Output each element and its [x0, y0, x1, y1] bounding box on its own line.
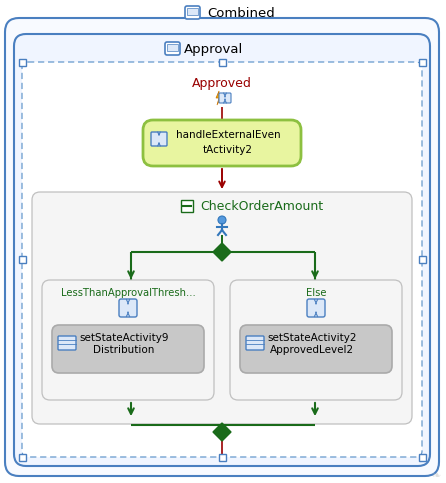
Text: Distribution: Distribution	[93, 345, 155, 355]
Bar	[18, 58, 25, 66]
Bar	[219, 454, 226, 460]
Bar	[187, 8, 198, 15]
FancyBboxPatch shape	[165, 42, 180, 55]
Bar	[418, 256, 425, 262]
Text: ❧: ❧	[431, 471, 441, 481]
Text: Else: Else	[306, 288, 326, 298]
FancyBboxPatch shape	[32, 192, 412, 424]
FancyBboxPatch shape	[58, 336, 76, 350]
FancyBboxPatch shape	[240, 325, 392, 373]
Bar	[18, 454, 25, 460]
Bar	[181, 200, 193, 212]
Text: ApprovedLevel2: ApprovedLevel2	[270, 345, 354, 355]
Text: handleExternalEven: handleExternalEven	[176, 130, 281, 140]
FancyBboxPatch shape	[52, 325, 204, 373]
Text: CheckOrderAmount: CheckOrderAmount	[200, 200, 323, 213]
FancyBboxPatch shape	[143, 120, 301, 166]
Text: setStateActivity2: setStateActivity2	[267, 333, 357, 343]
FancyBboxPatch shape	[230, 280, 402, 400]
Text: Combined: Combined	[207, 7, 275, 20]
Polygon shape	[213, 423, 231, 441]
Bar	[418, 454, 425, 460]
Bar	[219, 58, 226, 66]
Text: Approval: Approval	[184, 43, 243, 56]
Text: tActivity2: tActivity2	[203, 145, 253, 155]
Bar	[418, 58, 425, 66]
FancyBboxPatch shape	[5, 18, 439, 476]
FancyBboxPatch shape	[119, 299, 137, 317]
FancyBboxPatch shape	[307, 299, 325, 317]
Text: setStateActivity9: setStateActivity9	[79, 333, 169, 343]
Text: LessThanApprovalThresh...: LessThanApprovalThresh...	[61, 288, 195, 298]
FancyBboxPatch shape	[185, 6, 200, 19]
FancyBboxPatch shape	[22, 62, 422, 457]
Bar	[167, 44, 178, 51]
Text: Approved: Approved	[192, 77, 252, 90]
Bar	[18, 256, 25, 262]
FancyBboxPatch shape	[246, 336, 264, 350]
FancyBboxPatch shape	[219, 93, 231, 103]
FancyBboxPatch shape	[151, 132, 167, 146]
Polygon shape	[216, 91, 222, 105]
Circle shape	[218, 216, 226, 224]
FancyBboxPatch shape	[42, 280, 214, 400]
FancyBboxPatch shape	[14, 34, 430, 466]
Polygon shape	[213, 243, 231, 261]
